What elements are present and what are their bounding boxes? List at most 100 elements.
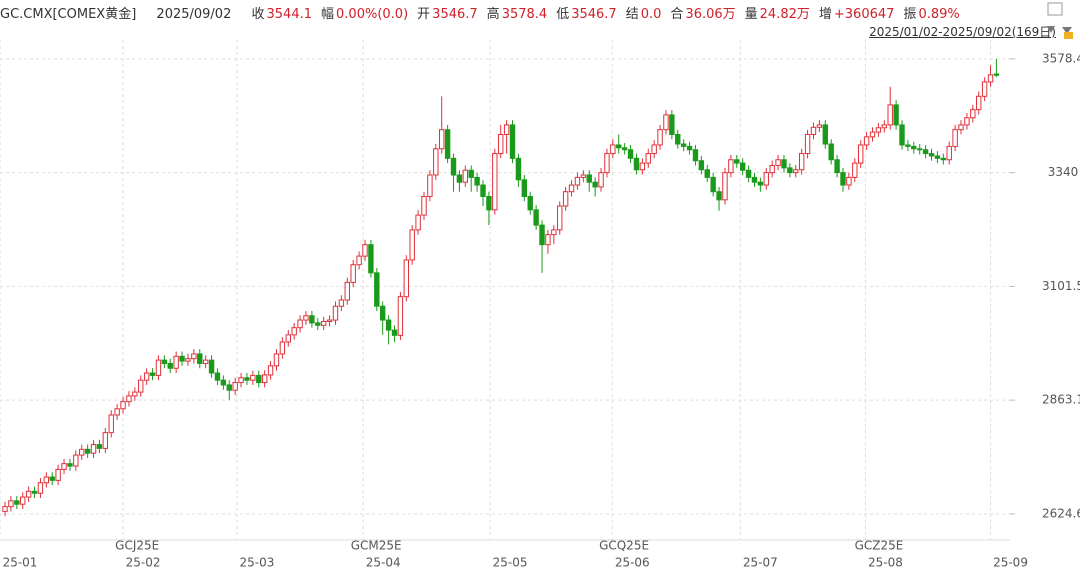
candle-body bbox=[893, 104, 899, 126]
candle-body bbox=[751, 176, 758, 183]
candle-body bbox=[126, 395, 132, 403]
candle-body bbox=[261, 374, 268, 384]
dropdown[interactable] bbox=[1047, 26, 1055, 33]
candle-body bbox=[793, 169, 799, 174]
candle-body bbox=[8, 500, 14, 508]
candle-body bbox=[267, 365, 274, 376]
candle-body bbox=[562, 191, 569, 207]
candle-body bbox=[49, 476, 55, 481]
candle-body bbox=[828, 143, 834, 161]
candle-body bbox=[922, 149, 929, 155]
candle-body bbox=[905, 144, 911, 147]
y-tick-label: 3340 bbox=[1048, 165, 1079, 179]
candle-body bbox=[722, 172, 728, 201]
candle-body bbox=[173, 355, 179, 369]
quote-value: 3578.4 bbox=[501, 7, 548, 22]
quote-label: 量 bbox=[744, 7, 758, 22]
candle-body bbox=[468, 169, 474, 178]
candle-body bbox=[256, 374, 262, 384]
candle-body bbox=[149, 372, 156, 376]
candle-body bbox=[279, 341, 286, 355]
candle-body bbox=[669, 114, 675, 135]
candle-body bbox=[911, 145, 917, 150]
x-tick-label: 25-09 bbox=[993, 556, 1028, 570]
quote-header: GC.CMX[COMEX黄金] 2025/09/02 收 3544.1 幅 0.00%… bbox=[0, 3, 969, 22]
candle-body bbox=[14, 500, 20, 505]
candle-body bbox=[515, 157, 522, 181]
quote-label: 高 bbox=[486, 7, 500, 22]
candle-body bbox=[403, 259, 410, 298]
candle-body bbox=[981, 81, 988, 97]
contract-label: GCJ25E bbox=[115, 539, 159, 553]
quote-value: 0.0 bbox=[640, 7, 662, 22]
candle-body bbox=[309, 315, 315, 324]
candle-body bbox=[804, 133, 811, 155]
candle-body bbox=[285, 334, 291, 343]
candle-body bbox=[946, 145, 952, 161]
candle-body bbox=[598, 172, 604, 188]
candle-body bbox=[202, 359, 209, 364]
quote-label: 收 bbox=[251, 7, 265, 22]
candle-body bbox=[539, 224, 545, 246]
candle-body bbox=[663, 114, 669, 131]
candle-body bbox=[427, 174, 433, 197]
candle-body bbox=[332, 305, 339, 321]
candle-body bbox=[728, 159, 734, 174]
candle-body bbox=[143, 372, 150, 381]
dropdown[interactable] bbox=[1062, 27, 1072, 34]
candle-body bbox=[37, 482, 44, 494]
candle-body bbox=[533, 209, 539, 226]
candle-body bbox=[120, 401, 126, 410]
quote-value: 24.82万 bbox=[759, 7, 810, 22]
candle-body bbox=[781, 159, 787, 169]
candle-body bbox=[970, 109, 976, 119]
candle-body bbox=[958, 124, 964, 131]
candle-body bbox=[25, 490, 32, 498]
candle-body bbox=[928, 153, 935, 157]
contract-label: GCM25E bbox=[351, 539, 402, 553]
candle-body bbox=[521, 179, 528, 197]
candle-body bbox=[385, 319, 392, 331]
candle-body bbox=[20, 496, 26, 505]
candle-body bbox=[763, 172, 769, 186]
wp-icon[interactable] bbox=[1047, 2, 1063, 16]
candle-body bbox=[315, 322, 321, 326]
candle-body bbox=[462, 169, 469, 183]
y-tick-label: 2624.6 bbox=[1042, 506, 1080, 520]
candle-body bbox=[798, 153, 805, 171]
candle-body bbox=[379, 305, 386, 321]
candle-body bbox=[421, 195, 427, 216]
candle-body bbox=[757, 181, 764, 186]
candle-body bbox=[31, 490, 38, 494]
candle-body bbox=[273, 353, 280, 367]
candle-body bbox=[586, 174, 592, 183]
candle-body bbox=[704, 169, 710, 178]
candle-body bbox=[545, 234, 551, 246]
candle-body bbox=[680, 143, 687, 147]
quote-label: 振 bbox=[903, 7, 917, 22]
candle-body bbox=[557, 205, 563, 231]
candle-body bbox=[716, 191, 722, 201]
candle-body bbox=[409, 229, 415, 261]
candle-body bbox=[692, 149, 699, 162]
candle-body bbox=[79, 448, 85, 456]
x-tick-label: 25-03 bbox=[239, 556, 274, 570]
quote-label: 低 bbox=[556, 7, 570, 22]
candle-body bbox=[568, 184, 575, 193]
candle-body bbox=[291, 327, 297, 336]
candle-body bbox=[621, 147, 628, 151]
candle-body bbox=[492, 153, 498, 211]
candle-body bbox=[138, 379, 144, 393]
contract-label: GCQ25E bbox=[599, 539, 649, 553]
quote-label: 开 bbox=[417, 7, 431, 22]
candle-body bbox=[627, 149, 634, 159]
y-tick-label: 2863.1 bbox=[1042, 393, 1080, 407]
candle-body bbox=[368, 244, 374, 274]
x-tick-label: 25-06 bbox=[615, 556, 650, 570]
candle-body bbox=[917, 148, 923, 151]
quote-value: 3546.7 bbox=[571, 7, 617, 22]
date-range[interactable]: 2025/01/02-2025/09/02(169日) bbox=[869, 25, 1056, 39]
candle-body bbox=[167, 362, 173, 369]
lock-icon[interactable] bbox=[1064, 32, 1073, 39]
candle-body bbox=[179, 355, 185, 362]
